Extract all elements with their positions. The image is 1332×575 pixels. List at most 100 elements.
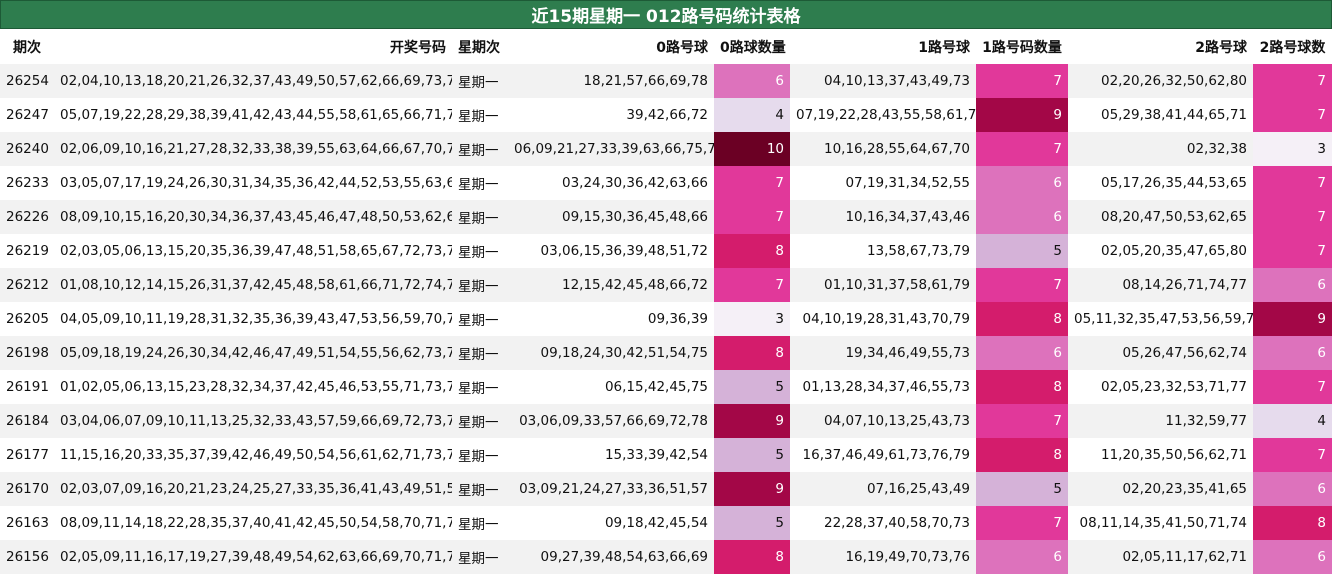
- cell-numbers: 03,04,06,07,09,10,11,13,25,32,33,43,57,5…: [54, 404, 452, 438]
- col-header-road0-count: 0路球数量: [720, 40, 786, 56]
- cell-road2: 02,05,11,17,62,71: [1068, 540, 1253, 574]
- cell-road2: 05,17,26,35,44,53,65: [1068, 166, 1253, 200]
- cell-road1-count: 8: [976, 370, 1068, 404]
- cell-road0: 03,24,30,36,42,63,66: [508, 166, 714, 200]
- cell-road1: 01,10,31,37,58,61,79: [790, 268, 976, 302]
- col-header-road2: 2路号球: [1195, 40, 1247, 56]
- cell-road2: 05,29,38,41,44,65,71: [1068, 98, 1253, 132]
- table-row: 26254 02,04,10,13,18,20,21,26,32,37,43,49…: [0, 64, 1332, 98]
- cell-road1: 07,19,31,34,52,55: [790, 166, 976, 200]
- cell-road1-count: 7: [976, 506, 1068, 540]
- cell-road0: 03,06,15,36,39,48,51,72: [508, 234, 714, 268]
- cell-road2-count: 6: [1253, 472, 1332, 506]
- cell-issue: 26254: [0, 64, 54, 98]
- cell-road2-count: 7: [1253, 98, 1332, 132]
- cell-road2-count: 7: [1253, 200, 1332, 234]
- cell-road1: 01,13,28,34,37,46,55,73: [790, 370, 976, 404]
- table-row: 26198 05,09,18,19,24,26,30,34,42,46,47,49…: [0, 336, 1332, 370]
- cell-road1-count: 6: [976, 336, 1068, 370]
- cell-road0: 06,15,42,45,75: [508, 370, 714, 404]
- cell-road1-count: 6: [976, 200, 1068, 234]
- cell-road2-count: 4: [1253, 404, 1332, 438]
- cell-road1: 19,34,46,49,55,73: [790, 336, 976, 370]
- cell-road0: 06,09,21,27,33,39,63,66,75,78: [508, 132, 714, 166]
- cell-road0: 03,06,09,33,57,66,69,72,78: [508, 404, 714, 438]
- cell-numbers: 02,06,09,10,16,21,27,28,32,33,38,39,55,6…: [54, 132, 452, 166]
- cell-road2-count: 6: [1253, 540, 1332, 574]
- cell-road0-count: 6: [714, 64, 790, 98]
- table-row: 26233 03,05,07,17,19,24,26,30,31,34,35,36…: [0, 166, 1332, 200]
- cell-weekday: 星期一: [452, 98, 508, 132]
- cell-road0-count: 7: [714, 200, 790, 234]
- cell-numbers: 01,08,10,12,14,15,26,31,37,42,45,48,58,6…: [54, 268, 452, 302]
- cell-issue: 26191: [0, 370, 54, 404]
- cell-numbers: 01,02,05,06,13,15,23,28,32,34,37,42,45,4…: [54, 370, 452, 404]
- cell-road0: 09,18,24,30,42,51,54,75: [508, 336, 714, 370]
- cell-issue: 26205: [0, 302, 54, 336]
- cell-road0: 12,15,42,45,48,66,72: [508, 268, 714, 302]
- cell-road2-count: 8: [1253, 506, 1332, 540]
- col-header-road0: 0路号球: [656, 40, 708, 56]
- cell-weekday: 星期一: [452, 302, 508, 336]
- cell-road1-count: 7: [976, 268, 1068, 302]
- cell-issue: 26198: [0, 336, 54, 370]
- cell-road0: 18,21,57,66,69,78: [508, 64, 714, 98]
- cell-issue: 26247: [0, 98, 54, 132]
- cell-road1: 22,28,37,40,58,70,73: [790, 506, 976, 540]
- cell-road1: 04,07,10,13,25,43,73: [790, 404, 976, 438]
- cell-road1: 13,58,67,73,79: [790, 234, 976, 268]
- table-row: 26212 01,08,10,12,14,15,26,31,37,42,45,48…: [0, 268, 1332, 302]
- cell-road0-count: 3: [714, 302, 790, 336]
- road-stats-table: 期次 开奖号码 星期次 0路号球 0路球数量 1路号球 1路号码数量 2路号球 …: [0, 30, 1332, 574]
- cell-road2: 08,14,26,71,74,77: [1068, 268, 1253, 302]
- cell-numbers: 05,07,19,22,28,29,38,39,41,42,43,44,55,5…: [54, 98, 452, 132]
- header-row: 期次 开奖号码 星期次 0路号球 0路球数量 1路号球 1路号码数量 2路号球 …: [0, 30, 1332, 64]
- col-header-road1-count: 1路号码数量: [982, 40, 1062, 56]
- cell-numbers: 11,15,16,20,33,35,37,39,42,46,49,50,54,5…: [54, 438, 452, 472]
- col-header-weekday: 星期次: [458, 40, 500, 56]
- cell-road2-count: 3: [1253, 132, 1332, 166]
- cell-road0: 39,42,66,72: [508, 98, 714, 132]
- cell-road2: 11,32,59,77: [1068, 404, 1253, 438]
- cell-road0: 09,36,39: [508, 302, 714, 336]
- cell-road0-count: 9: [714, 472, 790, 506]
- table-row: 26170 02,03,07,09,16,20,21,23,24,25,27,33…: [0, 472, 1332, 506]
- cell-road2-count: 7: [1253, 166, 1332, 200]
- cell-road0-count: 5: [714, 370, 790, 404]
- cell-road2: 02,20,26,32,50,62,80: [1068, 64, 1253, 98]
- cell-road1-count: 5: [976, 234, 1068, 268]
- cell-issue: 26226: [0, 200, 54, 234]
- cell-road0-count: 5: [714, 438, 790, 472]
- cell-road1: 10,16,34,37,43,46: [790, 200, 976, 234]
- cell-road2-count: 6: [1253, 268, 1332, 302]
- cell-road2: 02,05,23,32,53,71,77: [1068, 370, 1253, 404]
- cell-road0: 09,18,42,45,54: [508, 506, 714, 540]
- col-header-road2-count: 2路号球数: [1259, 40, 1326, 56]
- table-row: 26184 03,04,06,07,09,10,11,13,25,32,33,43…: [0, 404, 1332, 438]
- cell-numbers: 08,09,10,15,16,20,30,34,36,37,43,45,46,4…: [54, 200, 452, 234]
- cell-road2: 08,11,14,35,41,50,71,74: [1068, 506, 1253, 540]
- cell-road0: 03,09,21,24,27,33,36,51,57: [508, 472, 714, 506]
- cell-road1-count: 6: [976, 166, 1068, 200]
- cell-numbers: 04,05,09,10,11,19,28,31,32,35,36,39,43,4…: [54, 302, 452, 336]
- cell-road2-count: 9: [1253, 302, 1332, 336]
- cell-road0-count: 4: [714, 98, 790, 132]
- cell-road1-count: 9: [976, 98, 1068, 132]
- cell-weekday: 星期一: [452, 336, 508, 370]
- table-title: 近15期星期一 012路号码统计表格: [0, 0, 1332, 29]
- table-row: 26240 02,06,09,10,16,21,27,28,32,33,38,39…: [0, 132, 1332, 166]
- cell-road0: 15,33,39,42,54: [508, 438, 714, 472]
- table-row: 26219 02,03,05,06,13,15,20,35,36,39,47,48…: [0, 234, 1332, 268]
- cell-numbers: 02,04,10,13,18,20,21,26,32,37,43,49,50,5…: [54, 64, 452, 98]
- cell-road1: 16,37,46,49,61,73,76,79: [790, 438, 976, 472]
- col-header-road1: 1路号球: [918, 40, 970, 56]
- cell-road0-count: 7: [714, 268, 790, 302]
- table-body: 26254 02,04,10,13,18,20,21,26,32,37,43,49…: [0, 64, 1332, 574]
- cell-road1-count: 8: [976, 302, 1068, 336]
- cell-road1: 07,19,22,28,43,55,58,61,73: [790, 98, 976, 132]
- cell-road1-count: 7: [976, 404, 1068, 438]
- cell-weekday: 星期一: [452, 370, 508, 404]
- cell-weekday: 星期一: [452, 166, 508, 200]
- cell-road0-count: 7: [714, 166, 790, 200]
- cell-road0: 09,15,30,36,45,48,66: [508, 200, 714, 234]
